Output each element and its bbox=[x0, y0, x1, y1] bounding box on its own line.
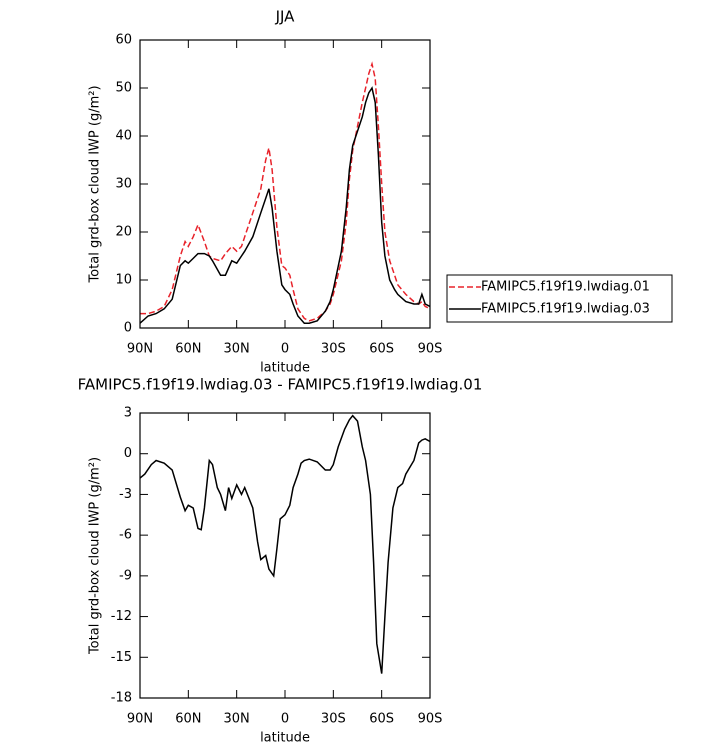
y-tick-label: 30 bbox=[115, 177, 132, 192]
x-tick-label: 30N bbox=[224, 342, 250, 357]
x-tick-label: 60N bbox=[175, 712, 201, 727]
x-tick-label: 30N bbox=[224, 712, 250, 727]
data-line bbox=[139, 86, 431, 324]
y-tick-label: 50 bbox=[115, 81, 132, 96]
y-tick-label: 60 bbox=[115, 33, 132, 48]
chart-title: JJA bbox=[275, 8, 296, 26]
x-tick-label: 30S bbox=[321, 342, 346, 357]
y-tick-label: 40 bbox=[115, 129, 132, 144]
plot-frame bbox=[139, 39, 431, 329]
x-tick-label: 90N bbox=[127, 342, 153, 357]
x-tick-label: 90S bbox=[418, 712, 443, 727]
y-tick-label: -6 bbox=[119, 528, 132, 543]
y-axis-label: Total grd-box cloud IWP (g/m²) bbox=[88, 457, 103, 655]
plot-frame bbox=[139, 412, 431, 699]
x-tick-label: 90N bbox=[127, 712, 153, 727]
x-tick-label: 30S bbox=[321, 712, 346, 727]
y-tick-label: -15 bbox=[111, 650, 132, 665]
x-tick-label: 60N bbox=[175, 342, 201, 357]
y-tick-label: -12 bbox=[111, 609, 132, 624]
data-line bbox=[139, 414, 431, 674]
x-tick-label: 0 bbox=[281, 342, 289, 357]
y-tick-label: 0 bbox=[124, 446, 132, 461]
legend-box bbox=[446, 274, 673, 323]
x-tick-label: 90S bbox=[418, 342, 443, 357]
x-tick-label: 0 bbox=[281, 712, 289, 727]
y-tick-label: -18 bbox=[111, 691, 132, 706]
legend-label: FAMIPC5.f19f19.lwdiag.01 bbox=[481, 280, 650, 295]
y-axis-label: Total grd-box cloud IWP (g/m²) bbox=[88, 85, 103, 283]
x-tick-label: 60S bbox=[369, 712, 394, 727]
y-tick-label: -9 bbox=[119, 568, 132, 583]
y-tick-label: 20 bbox=[115, 225, 132, 240]
x-tick-label: 60S bbox=[369, 342, 394, 357]
y-tick-label: 10 bbox=[115, 273, 132, 288]
legend-label: FAMIPC5.f19f19.lwdiag.03 bbox=[481, 302, 650, 317]
y-tick-label: -3 bbox=[119, 487, 132, 502]
y-tick-label: 0 bbox=[124, 321, 132, 336]
x-axis-label: latitude bbox=[260, 361, 310, 376]
chart-title: FAMIPC5.f19f19.lwdiag.03 - FAMIPC5.f19f1… bbox=[78, 376, 483, 394]
y-tick-label: 3 bbox=[124, 406, 132, 421]
data-line bbox=[140, 61, 431, 322]
x-axis-label: latitude bbox=[260, 731, 310, 746]
